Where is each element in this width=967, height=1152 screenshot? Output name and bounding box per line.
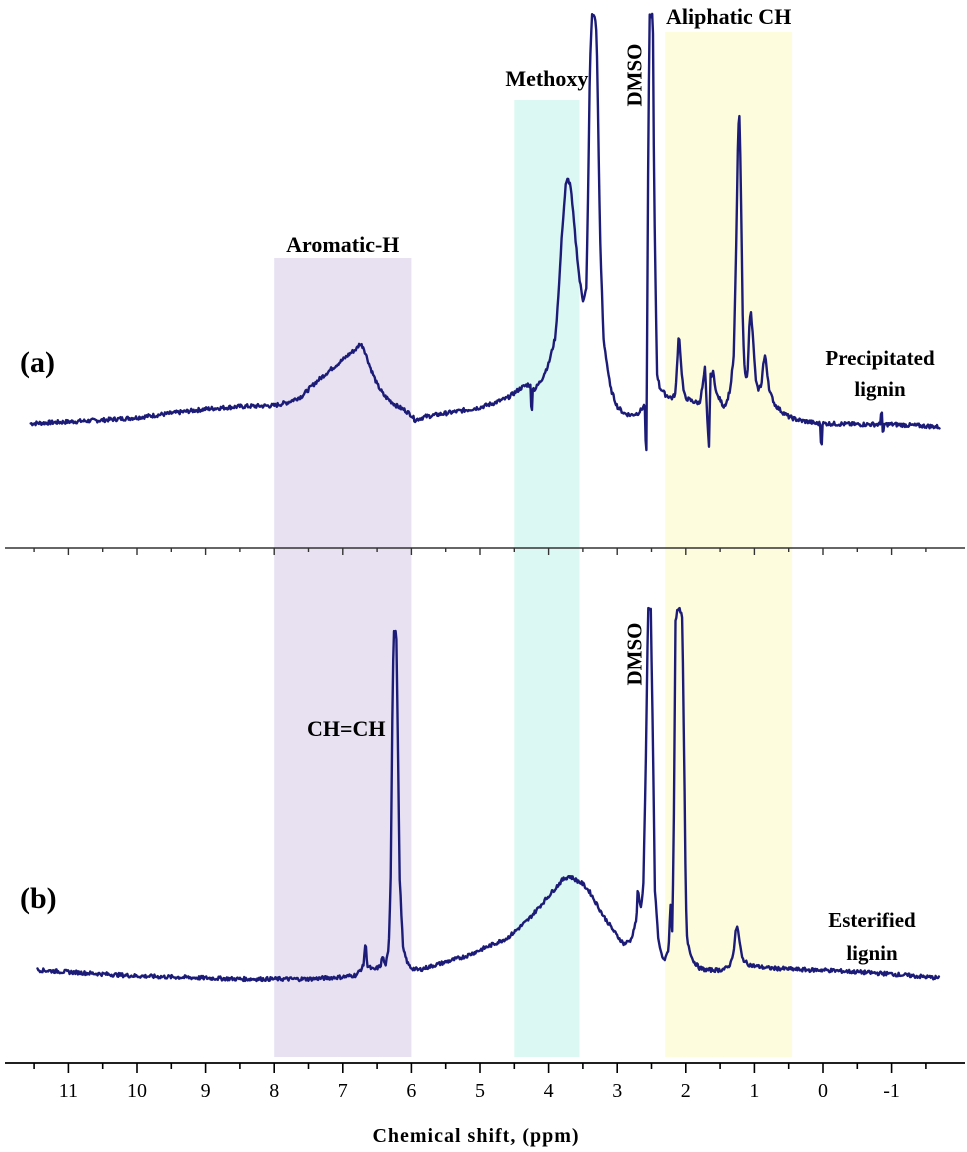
peak-label-dmso-a: DMSO	[622, 44, 646, 107]
band-label-2: Methoxy	[505, 66, 588, 91]
band-label-3: Aliphatic CH	[666, 4, 791, 29]
peak-label-dmso-b: DMSO	[622, 623, 646, 686]
panel-a-sample-label-line2: lignin	[854, 377, 906, 401]
panel-a: (a) Precipitated lignin DMSO	[20, 12, 941, 452]
x-tick-label: 3	[612, 1080, 622, 1102]
band-label-1: Aromatic-H	[286, 232, 399, 257]
band-3	[665, 32, 793, 1057]
x-tick-label: 10	[127, 1080, 147, 1102]
spectrum-b-line	[36, 606, 941, 983]
band-2	[514, 100, 580, 1057]
x-tick-label: -1	[883, 1080, 900, 1102]
peak-label-ch-ch: CH=CH	[307, 716, 386, 741]
band-1	[274, 258, 412, 1057]
x-axis-ticks	[33, 1063, 927, 1073]
x-tick-label: 2	[681, 1080, 691, 1102]
spectrum-a-line	[29, 12, 941, 452]
x-tick-label: 7	[338, 1080, 348, 1102]
x-tick-label: 0	[818, 1080, 828, 1102]
panel-b-sample-label-line1: Esterified	[828, 908, 916, 932]
panel-divider-ticks	[33, 548, 927, 555]
panel-a-sample-label-line1: Precipitated	[825, 346, 935, 370]
x-tick-label: 5	[475, 1080, 485, 1102]
x-tick-label: 1	[749, 1080, 759, 1102]
x-tick-label: 8	[269, 1080, 279, 1102]
highlight-bands	[274, 32, 793, 1057]
x-tick-label: 6	[406, 1080, 416, 1102]
x-tick-label: 4	[544, 1080, 554, 1102]
x-tick-label: 9	[201, 1080, 211, 1102]
panel-a-tag: (a)	[20, 346, 55, 379]
panel-b-sample-label-line2: lignin	[846, 941, 898, 965]
panel-b-peak-labels: CH=CH DMSO	[307, 623, 646, 742]
panel-a-peak-labels: DMSO	[622, 44, 646, 107]
highlight-band-labels: Aromatic-H Methoxy Aliphatic CH	[286, 4, 791, 257]
x-axis-title: Chemical shift, (ppm)	[372, 1125, 579, 1147]
panel-b: (b) Esterified lignin CH=CH DMSO	[20, 606, 941, 983]
x-axis-tick-labels: 11 10 9 8 7 6 5 4 3 2 1 0 -1	[59, 1080, 900, 1102]
panel-b-tag: (b)	[20, 882, 57, 915]
x-tick-label: 11	[59, 1080, 78, 1102]
